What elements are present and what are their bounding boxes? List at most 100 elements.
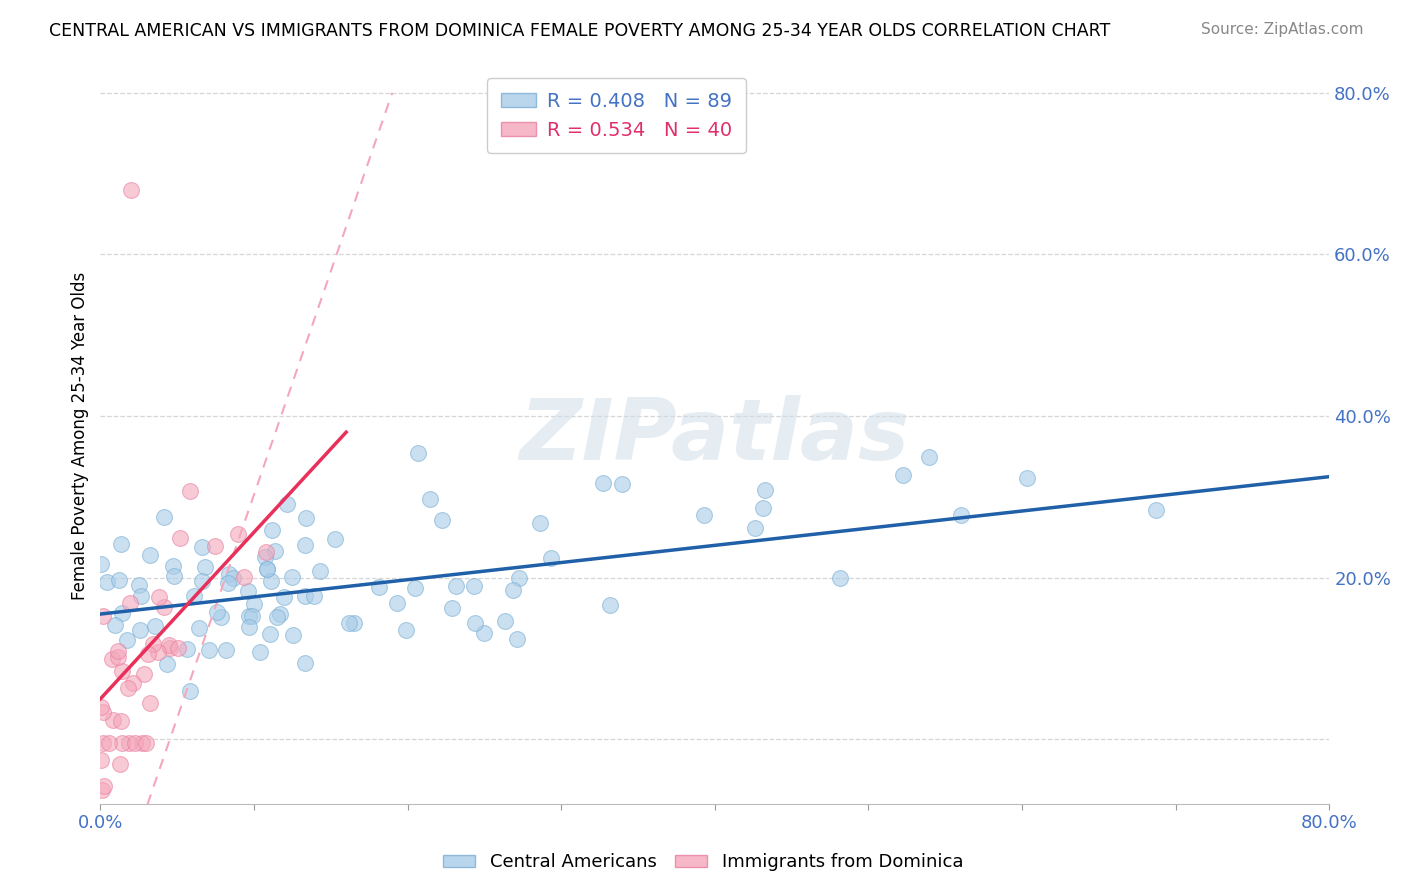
Point	[295, 511, 318, 525]
Point	[226, 527, 249, 541]
Point	[163, 569, 186, 583]
Point	[406, 445, 429, 459]
Point	[276, 497, 298, 511]
Point	[294, 589, 316, 603]
Point	[395, 624, 418, 638]
Point	[430, 513, 453, 527]
Point	[269, 607, 291, 622]
Point	[183, 590, 205, 604]
Point	[117, 681, 139, 695]
Point	[494, 614, 516, 628]
Point	[260, 574, 283, 588]
Point	[108, 756, 131, 771]
Point	[949, 508, 972, 522]
Point	[90, 699, 112, 714]
Point	[209, 609, 232, 624]
Text: Source: ZipAtlas.com: Source: ZipAtlas.com	[1201, 22, 1364, 37]
Point	[110, 537, 132, 551]
Point	[139, 548, 162, 562]
Point	[132, 667, 155, 681]
Point	[240, 609, 263, 624]
Point	[91, 783, 114, 797]
Point	[502, 583, 524, 598]
Point	[540, 550, 562, 565]
Legend: Central Americans, Immigrants from Dominica: Central Americans, Immigrants from Domin…	[436, 847, 970, 879]
Point	[256, 562, 278, 576]
Point	[464, 615, 486, 630]
Point	[744, 521, 766, 535]
Point	[693, 508, 716, 523]
Point	[91, 705, 114, 719]
Point	[118, 736, 141, 750]
Point	[188, 621, 211, 635]
Point	[138, 696, 160, 710]
Point	[325, 532, 347, 546]
Point	[830, 571, 852, 585]
Point	[179, 483, 201, 498]
Point	[266, 610, 288, 624]
Point	[1144, 502, 1167, 516]
Point	[472, 625, 495, 640]
Point	[162, 559, 184, 574]
Point	[146, 645, 169, 659]
Point	[281, 628, 304, 642]
Point	[169, 531, 191, 545]
Point	[217, 576, 239, 591]
Point	[592, 476, 614, 491]
Point	[529, 516, 551, 530]
Point	[752, 500, 775, 515]
Point	[166, 640, 188, 655]
Point	[204, 539, 226, 553]
Point	[243, 597, 266, 611]
Point	[90, 557, 112, 571]
Point	[129, 590, 152, 604]
Point	[262, 523, 284, 537]
Point	[918, 450, 941, 464]
Point	[145, 619, 167, 633]
Point	[273, 590, 295, 604]
Point	[463, 579, 485, 593]
Point	[238, 608, 260, 623]
Point	[294, 538, 316, 552]
Point	[104, 618, 127, 632]
Point	[191, 540, 214, 554]
Point	[111, 606, 134, 620]
Point	[90, 753, 112, 767]
Point	[253, 550, 276, 565]
Point	[152, 510, 174, 524]
Point	[508, 571, 530, 585]
Point	[152, 599, 174, 614]
Point	[120, 183, 142, 197]
Point	[108, 573, 131, 587]
Point	[100, 652, 122, 666]
Point	[343, 616, 366, 631]
Point	[599, 598, 621, 612]
Point	[249, 645, 271, 659]
Point	[238, 620, 260, 634]
Point	[263, 544, 285, 558]
Point	[111, 736, 134, 750]
Point	[176, 642, 198, 657]
Point	[128, 623, 150, 637]
Point	[135, 736, 157, 750]
Point	[179, 683, 201, 698]
Point	[193, 560, 215, 574]
Point	[107, 644, 129, 658]
Point	[103, 714, 125, 728]
Point	[124, 736, 146, 750]
Point	[506, 632, 529, 646]
Point	[440, 601, 463, 615]
Point	[128, 578, 150, 592]
Point	[156, 657, 179, 671]
Y-axis label: Female Poverty Among 25-34 Year Olds: Female Poverty Among 25-34 Year Olds	[72, 272, 89, 600]
Point	[93, 609, 115, 624]
Point	[259, 627, 281, 641]
Point	[131, 736, 153, 750]
Point	[198, 643, 221, 657]
Point	[142, 637, 165, 651]
Point	[254, 545, 277, 559]
Point	[148, 590, 170, 604]
Point	[111, 664, 134, 678]
Point	[419, 492, 441, 507]
Point	[444, 579, 467, 593]
